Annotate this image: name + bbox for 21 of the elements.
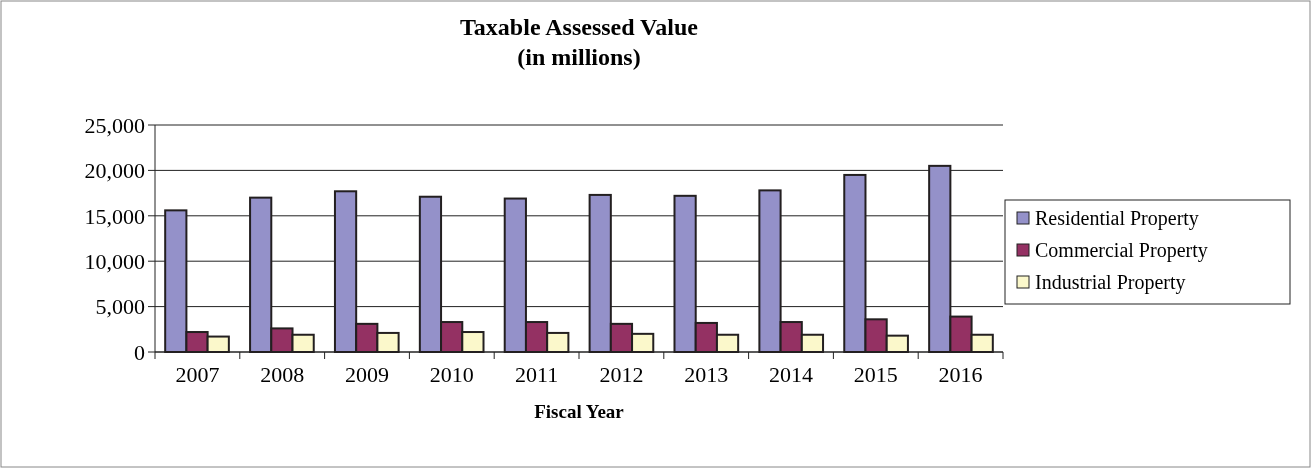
x-tick-label: 2016: [938, 362, 983, 387]
y-tick-label: 15,000: [84, 203, 145, 229]
x-tick-label: 2014: [769, 362, 813, 387]
legend-label: Commercial Property: [1035, 239, 1208, 262]
y-tick-label: 10,000: [84, 248, 145, 274]
x-tick-label: 2013: [684, 362, 729, 387]
chart-title: Taxable Assessed Value (in millions): [460, 14, 699, 70]
x-axis-title: Fiscal Year: [534, 401, 625, 422]
y-tick-label: 20,000: [84, 158, 145, 184]
x-tick-label: 2009: [345, 362, 389, 387]
x-tick-label: 2015: [853, 362, 898, 387]
legend-label: Residential Property: [1035, 207, 1199, 230]
y-tick-label: 0: [134, 339, 145, 365]
y-tick-label: 25,000: [84, 112, 145, 138]
x-tick-label: 2007: [175, 362, 220, 387]
x-tick-label: 2011: [515, 362, 559, 387]
y-tick-label: 5,000: [95, 294, 145, 320]
x-tick-label: 2010: [429, 362, 474, 387]
x-tick-label: 2008: [260, 362, 305, 387]
legend-label: Industrial Property: [1035, 271, 1186, 294]
x-tick-label: 2012: [599, 362, 644, 387]
